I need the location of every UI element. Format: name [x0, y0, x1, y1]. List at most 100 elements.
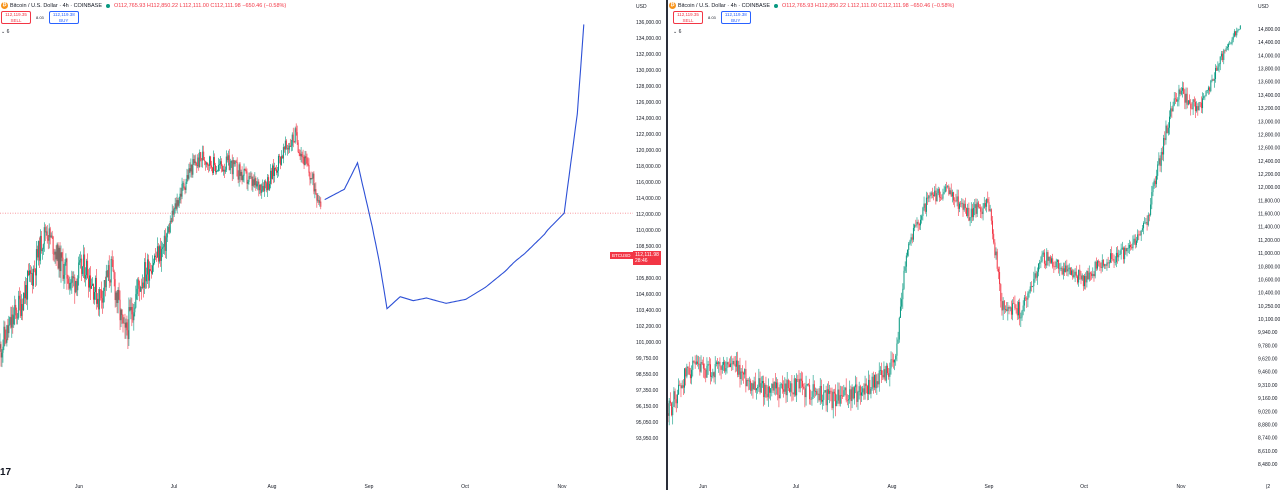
candle-body: [149, 269, 151, 281]
candle-body: [1231, 39, 1233, 44]
candle-body: [813, 384, 815, 392]
candle-body: [1039, 262, 1041, 264]
candle-body: [148, 259, 150, 281]
market-open-icon: [774, 3, 778, 8]
candle-body: [699, 363, 701, 372]
panel-divider[interactable]: [666, 0, 668, 490]
candle-body: [79, 260, 81, 263]
candle-body: [903, 270, 905, 289]
candle-body: [807, 384, 809, 385]
chart-panel-right[interactable]: 14,800.00 14,400.00 14,000.00 13,800.00 13,6…: [668, 0, 1280, 490]
candle-body: [708, 364, 710, 365]
candle-body: [190, 164, 192, 172]
candle-body: [1164, 137, 1166, 141]
candle-body: [7, 325, 9, 334]
symbol-title[interactable]: Bitcoin / U.S. Dollar · 4h · COINBASE: [678, 2, 770, 9]
candle-body: [293, 141, 295, 143]
candle-body: [45, 231, 47, 233]
candle-body: [1063, 268, 1065, 273]
y-tick-label: 110,000.00: [636, 228, 661, 234]
candle-body: [243, 168, 245, 176]
y-tick-label: 95,050.00: [636, 420, 658, 426]
candle-body: [980, 207, 982, 212]
candle-body: [104, 280, 106, 288]
symbol-title[interactable]: Bitcoin / U.S. Dollar · 4h · COINBASE: [10, 2, 102, 9]
sell-button[interactable]: 112,119.35 SELL: [673, 11, 703, 24]
candle-body: [253, 179, 255, 186]
candle-body: [248, 176, 250, 182]
tradingview-logo[interactable]: 17: [0, 467, 12, 478]
currency-label[interactable]: USD: [1258, 4, 1269, 10]
candle-body: [816, 391, 818, 395]
candle-body: [767, 386, 769, 398]
buy-button[interactable]: 112,119.38 BUY: [48, 11, 79, 24]
chart-panel-left[interactable]: 136,000.00 134,000.00 132,000.00 130,000.00…: [0, 0, 667, 490]
candle-body: [0, 344, 2, 358]
candle-body: [1178, 89, 1180, 100]
candle-body: [246, 171, 248, 184]
indicators-toggle[interactable]: ⌄ 6: [1, 29, 10, 35]
candle-body: [53, 253, 55, 255]
candle-body: [817, 393, 819, 395]
candle-body: [954, 200, 956, 202]
candle-body: [313, 173, 315, 192]
candle-body: [728, 364, 730, 368]
candle-body: [1059, 268, 1061, 270]
candle-body: [1127, 248, 1129, 249]
y-tick-label: 13,800.00: [1258, 67, 1280, 73]
candle-body: [997, 268, 999, 273]
candle-body: [72, 276, 74, 279]
currency-label[interactable]: USD: [636, 4, 647, 10]
candle-body: [307, 163, 309, 165]
candle-body: [86, 260, 88, 276]
candle-body: [730, 363, 732, 368]
candle-body: [265, 181, 267, 184]
candle-body: [777, 382, 779, 395]
candle-body: [211, 165, 213, 168]
trade-buttons: 112,119.35 SELL 8.03 112,119.38 BUY: [673, 11, 751, 24]
candle-body: [1055, 261, 1057, 268]
candle-body: [988, 202, 990, 211]
candle-body: [907, 249, 909, 256]
candle-body: [218, 164, 220, 166]
candle-body: [1080, 275, 1082, 280]
candle-body: [31, 273, 33, 286]
y-tick-label: 11,000.00: [1258, 251, 1280, 257]
y-tick-label: 102,200.00: [636, 324, 661, 330]
candle-body: [890, 359, 892, 369]
y-tick-label: 8,740.00: [1258, 436, 1278, 442]
candle-body: [1121, 247, 1123, 249]
candle-body: [32, 268, 34, 286]
candle-body: [688, 367, 690, 375]
chart-right-canvas[interactable]: 14,800.00 14,400.00 14,000.00 13,800.00 13,6…: [668, 0, 1280, 490]
candle-body: [889, 368, 891, 377]
candle-body: [698, 363, 700, 365]
y-tick-label: 9,020.00: [1258, 409, 1278, 415]
candle-body: [931, 192, 933, 195]
sell-button[interactable]: 112,119.35 SELL: [1, 11, 31, 24]
y-tick-label: 9,620.00: [1258, 357, 1278, 363]
candle-body: [815, 391, 816, 392]
candle-body: [1002, 300, 1004, 311]
candle-body: [99, 289, 101, 290]
candle-body: [925, 197, 927, 212]
candle-body: [295, 128, 297, 133]
candle-body: [1154, 180, 1156, 185]
candle-body: [70, 282, 72, 284]
candle-body: [264, 181, 266, 192]
candle-body: [943, 191, 945, 194]
chart-left-canvas[interactable]: 136,000.00 134,000.00 132,000.00 130,000.00…: [0, 0, 667, 490]
candle-body: [857, 392, 859, 402]
candle-body: [125, 322, 127, 328]
candle-body: [1081, 275, 1083, 280]
candle-body: [184, 187, 186, 190]
candle-body: [1102, 259, 1104, 266]
candle-body: [875, 374, 877, 389]
candle-body: [681, 385, 683, 389]
y-tick-label: 136,000.00: [636, 20, 661, 26]
buy-button[interactable]: 112,119.38 BUY: [720, 11, 751, 24]
candle-body: [161, 247, 163, 249]
candle-body: [888, 373, 890, 377]
indicators-toggle[interactable]: ⌄ 6: [673, 29, 682, 35]
candle-body: [1111, 253, 1113, 260]
